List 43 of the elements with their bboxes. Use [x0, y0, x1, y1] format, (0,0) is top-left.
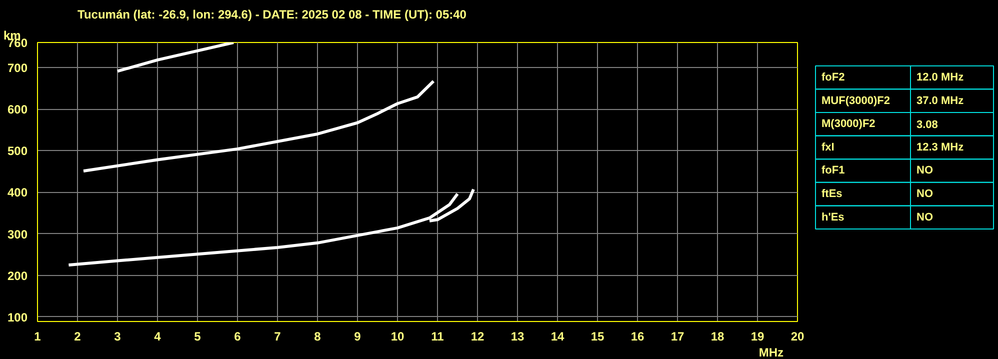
x-tick-label: 18	[710, 330, 724, 344]
x-tick-label: 11	[431, 330, 444, 344]
x-tick-label: 17	[670, 330, 684, 344]
y-tick-label: 200	[7, 268, 28, 283]
y-tick-label: 600	[7, 102, 28, 117]
category-label: MUF(3000)F2	[822, 94, 890, 107]
x-tick-label: 4	[154, 330, 162, 344]
x-tick-label: 15	[590, 330, 604, 344]
y-tick-label: 500	[7, 144, 28, 158]
x-tick-label: 1	[34, 330, 42, 344]
text: 3.08	[916, 119, 938, 132]
category-label: M(3000)F2	[822, 118, 876, 130]
text: 37.0 MHz	[916, 94, 964, 107]
x-tick-label: 3	[114, 330, 122, 344]
x-tick-label: 5	[194, 330, 202, 344]
x-tick-label: 16	[630, 330, 644, 344]
text: NO	[916, 164, 933, 177]
x-axis-title: MHz	[758, 346, 784, 359]
x-tick-label: 2	[74, 330, 82, 344]
x-tick-label: 10	[390, 330, 404, 344]
y-tick-label: 400	[7, 186, 28, 200]
category-label: foF2	[822, 71, 845, 84]
y-tick-label: 300	[7, 227, 28, 242]
x-tick-label: 19	[750, 330, 764, 344]
x-tick-label: 6	[234, 330, 242, 344]
y-tick-label: 700	[7, 60, 28, 75]
x-tick-label: 20	[790, 330, 804, 344]
x-tick-label: 7	[274, 330, 282, 344]
x-tick-label: 8	[314, 330, 322, 344]
x-tick-label: 14	[550, 330, 564, 344]
text: NO	[916, 188, 933, 200]
text: 12.3 MHz	[916, 141, 964, 154]
x-tick-label: 12	[470, 330, 484, 344]
chart-title: Tucumán (lat: -26.9, lon: 294.6) - DATE: 2025 02 08 - TIME (UT): 05:40	[78, 8, 467, 22]
text: NO	[916, 211, 933, 224]
category-label: fxI	[822, 141, 834, 154]
y-tick-label: 100	[7, 310, 28, 324]
category-label: ftEs	[822, 188, 842, 200]
category-label: foF1	[822, 164, 845, 177]
category-label: h'Es	[822, 211, 844, 224]
x-tick-label: 9	[354, 330, 362, 344]
x-tick-label: 13	[510, 330, 524, 344]
text: 12.0 MHz	[916, 71, 964, 84]
